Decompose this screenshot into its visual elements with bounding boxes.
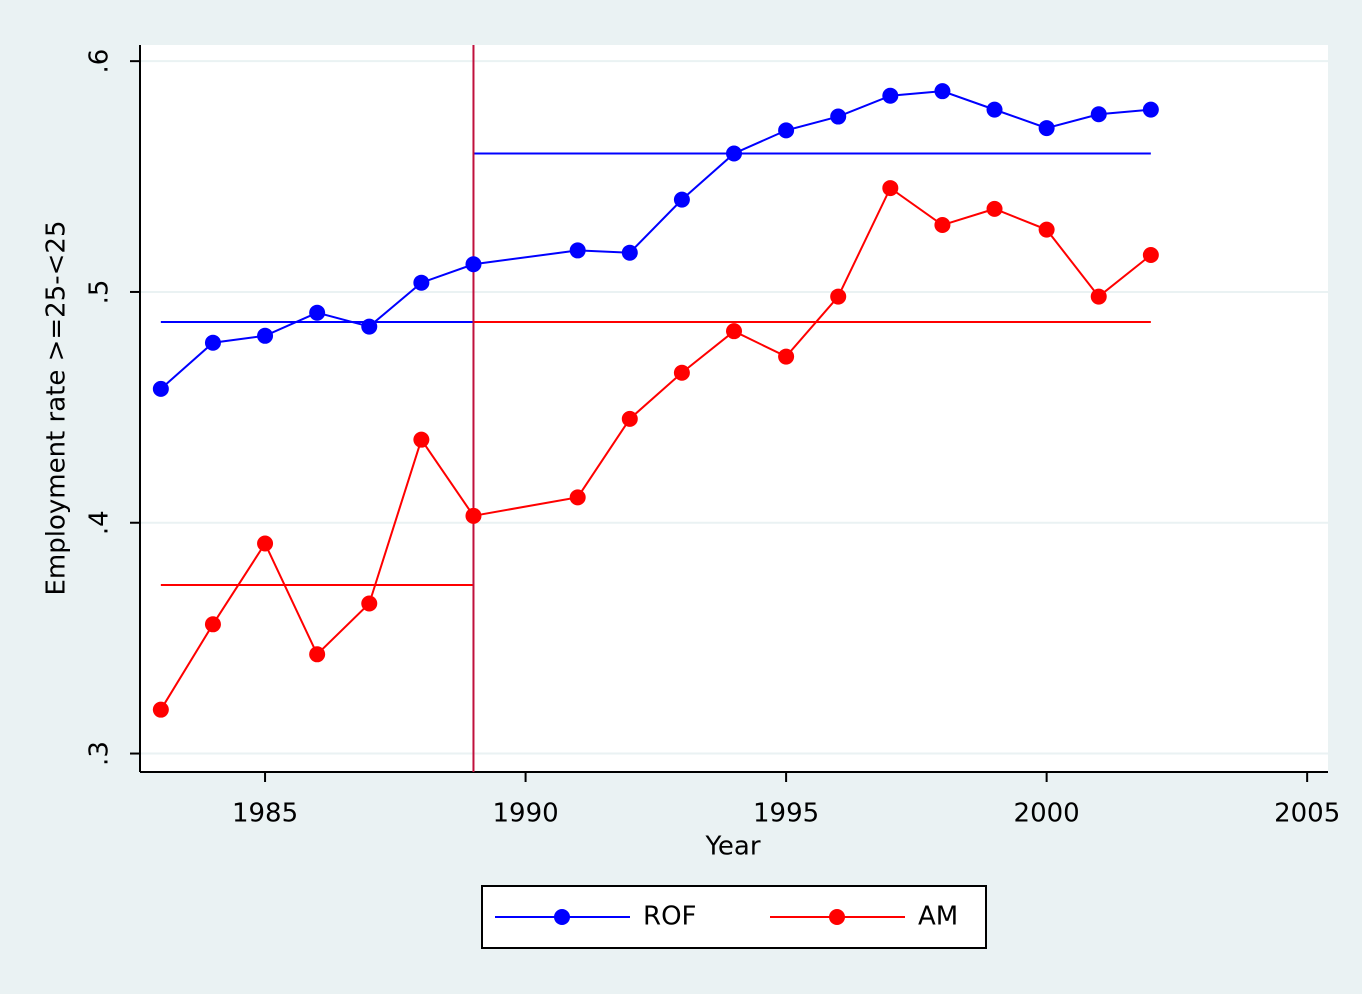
y-tick-label: .5 xyxy=(85,280,115,305)
marker xyxy=(726,323,742,340)
marker xyxy=(882,87,899,104)
marker xyxy=(986,101,1003,118)
marker xyxy=(465,256,482,273)
marker xyxy=(1142,101,1159,118)
x-tick-label: 2000 xyxy=(1014,799,1080,829)
y-axis-title: Employment rate >=25-<25 xyxy=(42,220,72,595)
marker xyxy=(569,242,586,259)
marker xyxy=(309,646,326,663)
marker xyxy=(204,334,221,351)
marker xyxy=(152,701,169,718)
plot-area xyxy=(140,45,1328,772)
marker xyxy=(934,217,951,234)
x-tick-label: 1985 xyxy=(232,799,298,829)
marker xyxy=(257,535,274,552)
marker xyxy=(934,83,951,100)
marker xyxy=(830,288,847,305)
marker xyxy=(361,318,378,335)
marker xyxy=(1090,106,1107,123)
marker xyxy=(778,348,795,365)
marker xyxy=(986,200,1003,217)
marker xyxy=(257,327,274,344)
legend-label: ROF xyxy=(643,902,697,932)
x-tick-label: 2005 xyxy=(1274,799,1340,829)
marker xyxy=(1038,120,1055,137)
legend-marker xyxy=(829,909,845,925)
legend-marker xyxy=(554,909,570,925)
marker xyxy=(673,364,690,381)
y-tick-label: .3 xyxy=(85,741,115,766)
marker xyxy=(309,304,326,321)
marker xyxy=(673,191,690,208)
x-tick-label: 1990 xyxy=(492,799,558,829)
marker xyxy=(726,145,742,162)
x-axis-title: Year xyxy=(704,832,760,862)
marker xyxy=(882,180,899,197)
marker xyxy=(204,616,221,633)
legend-label: AM xyxy=(918,902,958,932)
x-tick-label: 1995 xyxy=(753,799,819,829)
marker xyxy=(830,108,847,125)
marker xyxy=(413,431,430,448)
marker xyxy=(621,410,638,427)
marker xyxy=(569,489,586,506)
marker xyxy=(621,244,638,261)
marker xyxy=(413,274,430,291)
marker xyxy=(361,595,378,612)
marker xyxy=(465,507,482,524)
marker xyxy=(1038,221,1055,238)
marker xyxy=(1142,247,1159,264)
marker xyxy=(152,380,169,397)
y-tick-label: .6 xyxy=(85,49,115,74)
y-tick-label: .4 xyxy=(85,510,115,535)
marker xyxy=(1090,288,1107,305)
marker xyxy=(778,122,795,139)
